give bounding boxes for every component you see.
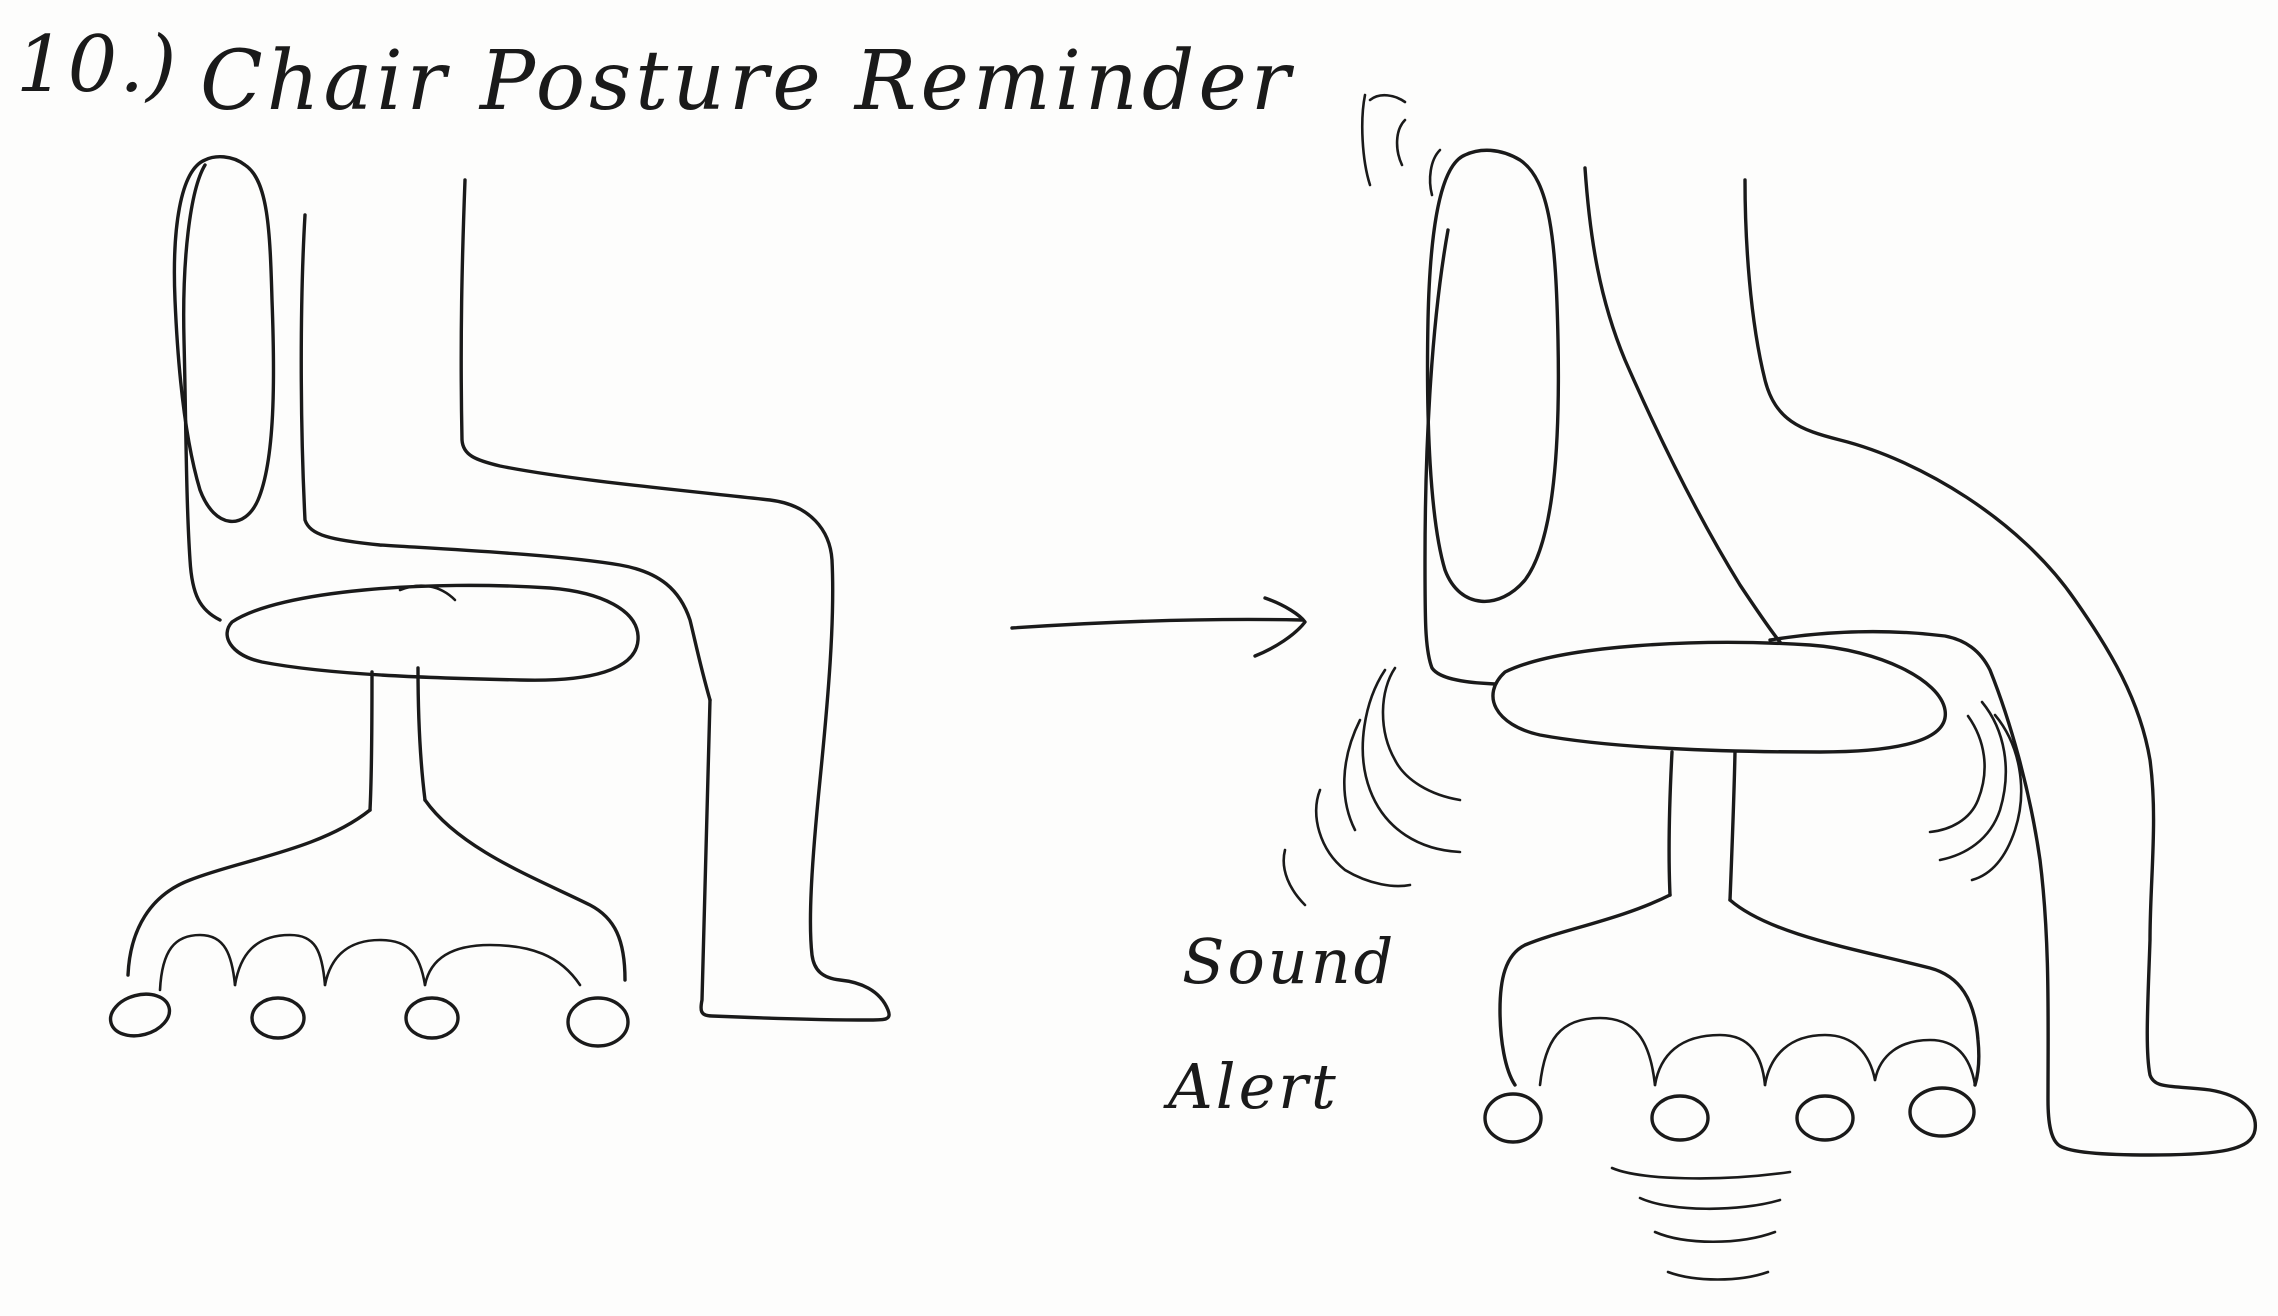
right-caster-2 [1650,1094,1710,1142]
right-person-back [1583,166,1782,644]
left-caster-4 [566,996,630,1048]
vibration-marks-right [1928,700,2023,882]
sound-label: Sound [1182,925,1397,998]
left-base [126,798,627,982]
left-caster-1 [108,992,172,1038]
right-caster-1 [1483,1092,1543,1144]
left-seat [225,583,640,682]
alert-label: Alert [1168,1050,1339,1123]
left-backrest [172,155,276,524]
transition-arrow [1010,596,1307,658]
sketch-number: 10.) [16,20,179,110]
left-caster-3 [404,996,460,1040]
vibration-marks-left [1282,666,1462,907]
left-gas-lift [368,670,374,812]
right-seat [1491,640,1947,754]
left-back-frame [182,163,222,622]
right-caster-3 [1795,1094,1855,1142]
right-gas-lift [1667,750,1674,897]
left-person-front [459,178,891,1022]
vibration-marks-top [1360,93,1372,187]
right-person-front [1743,178,2257,1157]
left-person-back [299,213,712,702]
left-panel [108,155,891,1048]
left-caster-2 [250,996,306,1040]
right-base [1498,893,1981,1087]
right-caster-4 [1908,1086,1976,1138]
right-panel [1282,93,2257,1281]
sound-waves [1610,1166,1792,1281]
sketch-title: Chair Posture Reminder [200,34,1295,129]
right-back-frame [1423,228,1497,686]
right-backrest [1425,148,1561,603]
